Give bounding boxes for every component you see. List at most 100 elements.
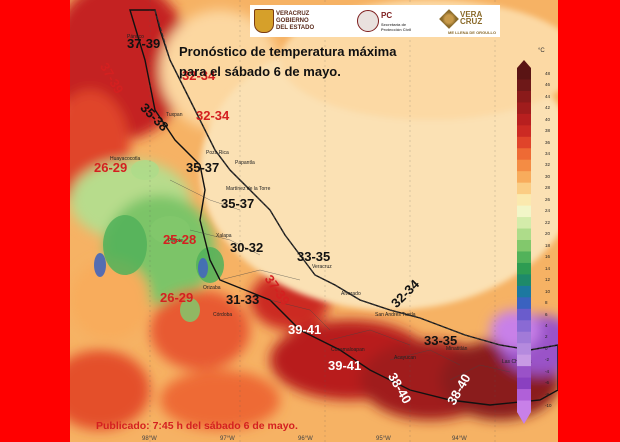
legend-swatch (517, 297, 531, 310)
town-label: Acayucan (394, 355, 416, 361)
legend-swatch (517, 285, 531, 298)
legend-tick-label: 10 (545, 288, 551, 294)
legend-swatch (517, 251, 531, 264)
town-label: Minatitlán (446, 346, 468, 352)
legend-tick-label: -10 (545, 403, 552, 409)
temp-range-label: 37-39 (127, 36, 161, 51)
green-patches (94, 160, 224, 322)
temp-range-label: 25-28 (163, 232, 197, 247)
temp-range-label: 33-35 (424, 333, 458, 348)
municipal-borders (169, 179, 511, 381)
legend-swatch (517, 366, 531, 379)
legend-swatch (517, 113, 531, 126)
legend-top-arrow (517, 60, 531, 68)
legend-tick-label: 26 (545, 196, 551, 202)
legend-tick-label: 30 (545, 173, 551, 179)
vera-cruz-sub-text: ME LLENA DE ORGULLO (448, 30, 497, 35)
legend-tick-label: 38 (545, 128, 551, 134)
legend-swatch (517, 136, 531, 149)
legend-tick-label: -4 (545, 368, 550, 374)
pc-sub-text: Secretaría de Protección Civil (381, 22, 412, 32)
legend-swatch (517, 228, 531, 241)
legend-tick-label: 2 (545, 334, 548, 340)
town-label: Tuxpan (166, 112, 183, 118)
legend-swatch (517, 262, 531, 275)
legend-swatch (517, 79, 531, 92)
legend-swatch (517, 68, 531, 80)
town-label: Papantla (235, 160, 255, 166)
legend-swatch (517, 377, 531, 390)
veracruz-gobierno-text: VERACRUZ GOBIERNO DEL ESTADO (276, 11, 315, 31)
map-title: Pronóstico de temperatura máxima para el… (179, 42, 396, 82)
town-label: San Andrés Tuxtla (375, 312, 416, 318)
coastline (154, 9, 558, 351)
temp-range-label: 33-35 (297, 249, 331, 264)
legend-tick-label: 24 (545, 208, 551, 214)
legend-tick-label: 20 (545, 231, 551, 237)
temp-range-label: 32-34 (196, 108, 230, 123)
temp-range-label: 31-33 (226, 292, 260, 307)
legend-swatch (517, 389, 531, 402)
legend-swatch (517, 102, 531, 115)
axis-label: 98°W (142, 436, 157, 442)
temp-range-label: 26-29 (160, 290, 194, 305)
temperature-map (70, 0, 558, 442)
town-label: Las Choapas (502, 359, 532, 365)
legend-swatch (517, 205, 531, 218)
legend-tick-label: 4 (545, 323, 548, 328)
temp-range-label: 32-34 (182, 68, 216, 83)
logos-banner: VERACRUZ GOBIERNO DEL ESTADO PC Secretar… (250, 5, 500, 37)
title-line-1: Pronóstico de temperatura máxima (179, 44, 397, 59)
legend-swatch (517, 90, 531, 103)
legend-swatch (517, 400, 531, 413)
temp-range-label: 35-37 (186, 160, 220, 175)
town-label: Xalapa (216, 233, 232, 239)
map-frame: VERACRUZ GOBIERNO DEL ESTADO PC Secretar… (70, 0, 558, 442)
legend-tick-label: 32 (545, 162, 551, 168)
legend-tick-label: 18 (545, 242, 551, 248)
town-label: Alvarado (341, 291, 361, 297)
town-label: Cosamaloapan (331, 347, 365, 353)
legend-tick-label: -2 (545, 357, 550, 363)
legend-swatch (517, 125, 531, 138)
legend-unit: °C (538, 48, 545, 54)
legend-swatch (517, 217, 531, 230)
legend-swatch (517, 308, 531, 321)
veracruz-shield-icon (254, 9, 274, 33)
legend-tick-label: 42 (545, 105, 551, 111)
legend-tick-label: 36 (545, 139, 551, 145)
legend-swatch (517, 194, 531, 207)
axis-label: 96°W (298, 436, 313, 442)
legend-swatch (517, 343, 531, 356)
town-label: Perote (168, 238, 183, 244)
town-label: Córdoba (213, 312, 233, 318)
town-label: Huayacocotla (110, 156, 141, 162)
legend-tick-label: 22 (545, 219, 551, 225)
town-label: Veracruz (312, 264, 332, 270)
axis-label: 94°W (452, 436, 467, 442)
legend-tick-label: 46 (545, 82, 551, 88)
pc-emblem-icon (357, 10, 379, 32)
town-label: Pánuco (127, 34, 144, 40)
legend-tick-label: 12 (545, 277, 551, 283)
town-label: Martínez de la Torre (226, 186, 271, 192)
temp-range-label: 30-32 (230, 240, 264, 255)
legend-swatch (517, 274, 531, 287)
legend-tick-label: 6 (545, 311, 548, 317)
temp-range-label: 39-41 (288, 322, 322, 337)
published-note: Publicado: 7:45 h del sábado 6 de mayo. (96, 420, 298, 432)
temp-range-label: 39-41 (328, 358, 362, 373)
legend-tick-label: 40 (545, 116, 551, 122)
legend-bottom-arrow (517, 412, 531, 424)
axis-label: 97°W (220, 436, 235, 442)
legend-tick-label: 0 (545, 345, 548, 351)
legend-tick-label: 44 (545, 93, 551, 99)
vera-cruz-text: VERA CRUZ (460, 10, 483, 26)
legend-swatch (517, 182, 531, 195)
legend-tick-label: 48 (545, 70, 551, 76)
legend-tick-label: 14 (545, 265, 551, 271)
legend-swatch (517, 159, 531, 172)
legend-tick-label: 8 (545, 300, 548, 306)
legend-swatch (517, 148, 531, 161)
legend-tick-label: 28 (545, 185, 551, 191)
